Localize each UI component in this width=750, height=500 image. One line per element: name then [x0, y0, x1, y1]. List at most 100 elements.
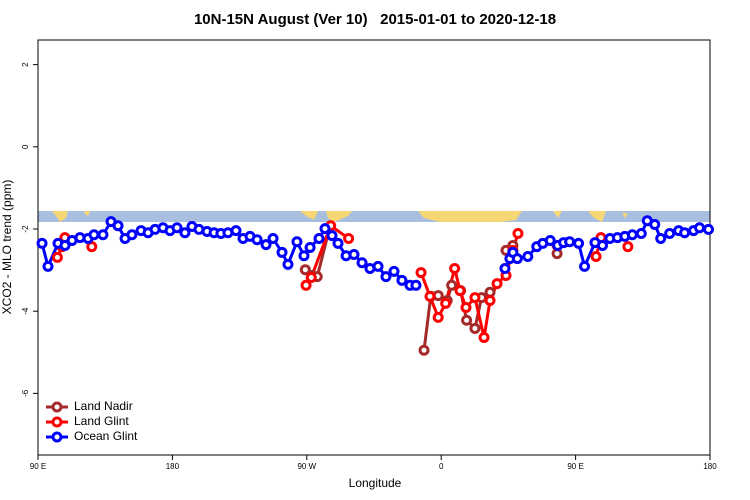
data-point — [484, 295, 496, 307]
data-point — [590, 251, 602, 263]
land — [84, 211, 90, 216]
x-tick-label: 0 — [439, 462, 444, 471]
land — [553, 211, 562, 218]
legend-marker — [51, 401, 63, 413]
data-point — [300, 279, 312, 291]
data-point — [267, 232, 279, 244]
y-tick-label: 0 — [21, 144, 30, 149]
data-point — [51, 251, 63, 263]
data-point — [86, 241, 98, 253]
data-point — [626, 229, 638, 241]
land — [52, 211, 68, 222]
data-point — [491, 278, 503, 290]
data-point — [36, 237, 48, 249]
data-point — [298, 250, 310, 262]
land — [418, 211, 522, 222]
x-tick-label: 90 E — [30, 462, 46, 471]
x-tick-label: 90 E — [567, 462, 583, 471]
data-point — [596, 239, 608, 251]
legend-marker — [51, 416, 63, 428]
data-point — [446, 279, 458, 291]
x-tick-label: 90 W — [297, 462, 316, 471]
land — [622, 213, 628, 218]
data-point — [299, 264, 311, 276]
data-point — [512, 228, 524, 240]
data-point — [332, 237, 344, 249]
map-strip — [38, 211, 710, 222]
data-point — [282, 258, 294, 270]
data-point — [410, 279, 422, 291]
data-point — [230, 225, 242, 237]
data-point — [291, 236, 303, 248]
data-point — [59, 239, 71, 251]
data-point — [499, 262, 511, 274]
data-point — [449, 262, 461, 274]
land — [326, 211, 352, 222]
data-point — [179, 227, 191, 239]
data-point — [380, 271, 392, 283]
data-point — [126, 229, 138, 241]
data-point — [424, 290, 436, 302]
data-point — [171, 222, 183, 234]
data-point — [319, 223, 331, 235]
data-point — [478, 331, 490, 343]
x-tick-label: 180 — [703, 462, 717, 471]
data-point — [42, 260, 54, 272]
data-point — [260, 239, 272, 251]
data-point — [305, 271, 317, 283]
data-point — [326, 230, 338, 242]
data-point — [304, 242, 316, 253]
data-point — [460, 301, 472, 313]
data-point — [469, 322, 481, 334]
data-point — [415, 267, 427, 279]
y-tick-label: -6 — [21, 389, 30, 397]
data-point — [564, 236, 576, 248]
data-point — [635, 228, 647, 240]
data-point — [454, 285, 466, 297]
land — [588, 211, 606, 222]
data-point — [703, 223, 715, 235]
data-point — [432, 311, 444, 323]
data-point — [579, 260, 591, 272]
y-tick-label: 2 — [21, 62, 30, 67]
data-point — [348, 248, 360, 260]
x-axis-label: Longitude — [349, 476, 402, 490]
data-point — [679, 227, 691, 239]
data-point — [97, 229, 109, 241]
data-point — [573, 237, 585, 249]
data-point — [461, 314, 473, 326]
data-point — [313, 232, 325, 244]
data-point — [622, 241, 634, 253]
data-point — [649, 218, 661, 230]
y-tick-label: -4 — [21, 307, 30, 315]
x-tick-label: 180 — [166, 462, 180, 471]
data-point — [276, 246, 288, 258]
data-point — [440, 297, 452, 309]
data-point — [112, 220, 124, 232]
chart-title: 10N-15N August (Ver 10) 2015-01-01 to 20… — [194, 11, 556, 28]
y-tick-label: -2 — [21, 225, 30, 233]
data-point — [88, 229, 100, 241]
data-point — [544, 235, 556, 247]
data-point — [511, 253, 523, 265]
data-point — [388, 265, 400, 277]
data-point — [356, 257, 368, 269]
ocean-strip — [38, 211, 710, 222]
y-axis-label: XCO2 - MLO trend (ppm) — [0, 180, 14, 315]
data-point — [694, 222, 706, 234]
data-point — [522, 251, 534, 263]
land — [300, 211, 318, 220]
data-point — [655, 232, 667, 244]
legend-label: Land Glint — [74, 414, 129, 428]
data-point — [251, 234, 263, 246]
legend-marker — [51, 431, 63, 443]
legend-label: Ocean Glint — [74, 429, 138, 443]
data-point — [396, 274, 408, 286]
data-point — [418, 344, 430, 356]
data-point — [469, 292, 481, 304]
plot-frame — [37, 39, 711, 456]
data-point — [343, 232, 355, 244]
data-point — [664, 228, 676, 240]
